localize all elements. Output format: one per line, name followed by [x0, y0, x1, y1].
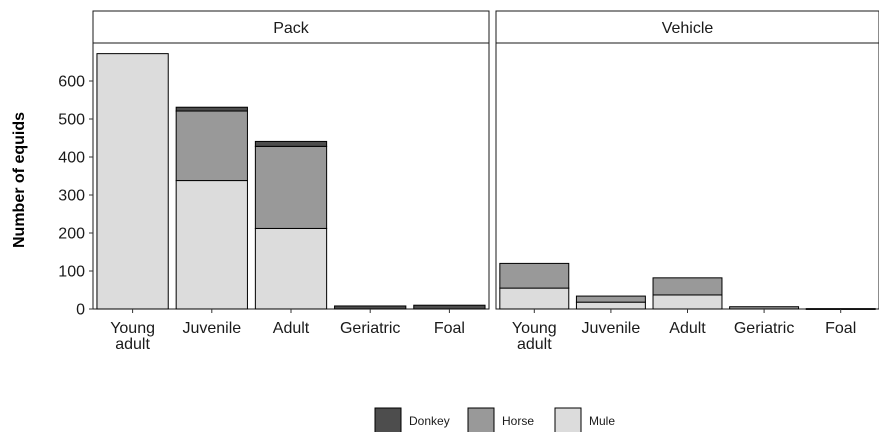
y-tick-label: 0: [76, 302, 85, 319]
bar-donkey: [254, 140, 328, 147]
bar-mule: [254, 227, 328, 310]
legend-label: Donkey: [409, 414, 450, 428]
bar-horse: [575, 295, 646, 303]
y-axis: 0 100 200 300 400 500 600: [58, 74, 93, 319]
bar-mule: [575, 301, 646, 310]
bar-donkey: [175, 106, 248, 112]
bar-donkey: [334, 305, 407, 310]
x-tick-label: Juvenile: [582, 320, 641, 337]
x-tick-label: Foal: [825, 320, 856, 337]
bar-horse: [175, 110, 248, 182]
legend-item-horse: Horse: [467, 407, 534, 432]
x-tick-label: Foal: [434, 320, 465, 337]
legend-key: [374, 407, 402, 432]
y-tick-label: 500: [58, 112, 85, 129]
legend-label: Horse: [502, 414, 534, 428]
panels-layer: Pack Young adult Juvenile Adult Geriatric Foal…: [92, 10, 879, 353]
bar-horse: [729, 306, 800, 310]
legend-label: Mule: [589, 414, 615, 428]
x-tick-label: Adult: [273, 320, 310, 337]
x-tick-label: Geriatric: [340, 320, 400, 337]
bar-horse: [652, 277, 723, 296]
legend-item-donkey: Donkey: [374, 407, 450, 432]
y-tick-label: 100: [58, 264, 85, 281]
y-axis-label: Number of equids: [11, 112, 28, 248]
x-tick-label: Geriatric: [734, 320, 794, 337]
bar-horse: [499, 262, 570, 289]
x-tick-label: Young adult: [512, 320, 557, 353]
y-tick-label: 400: [58, 150, 85, 167]
bar-horse: [254, 145, 328, 229]
x-tick-label: Juvenile: [182, 320, 241, 337]
y-tick-label: 600: [58, 74, 85, 91]
panel-title: Vehicle: [662, 20, 714, 37]
bar-mule: [96, 53, 169, 310]
bar-mule: [499, 287, 570, 310]
bar-donkey: [413, 304, 486, 310]
legend-key: [467, 407, 495, 432]
legend-key: [554, 407, 582, 432]
x-tick-label: Adult: [669, 320, 706, 337]
x-tick-label: Young adult: [110, 320, 155, 353]
bar-mule: [175, 180, 248, 310]
legend-item-mule: Mule: [554, 407, 615, 432]
panel-vehicle: Vehicle Young adult Juvenile Adult Geriatric F…: [495, 10, 879, 353]
strip-background: [92, 10, 490, 44]
panel-title: Pack: [273, 20, 310, 37]
bar-mule: [652, 294, 723, 310]
y-tick-label: 300: [58, 188, 85, 205]
y-tick-label: 200: [58, 226, 85, 243]
legend: Donkey Horse Mule: [374, 407, 615, 432]
panel-pack: Pack Young adult Juvenile Adult Geriatric Foal: [92, 10, 490, 353]
